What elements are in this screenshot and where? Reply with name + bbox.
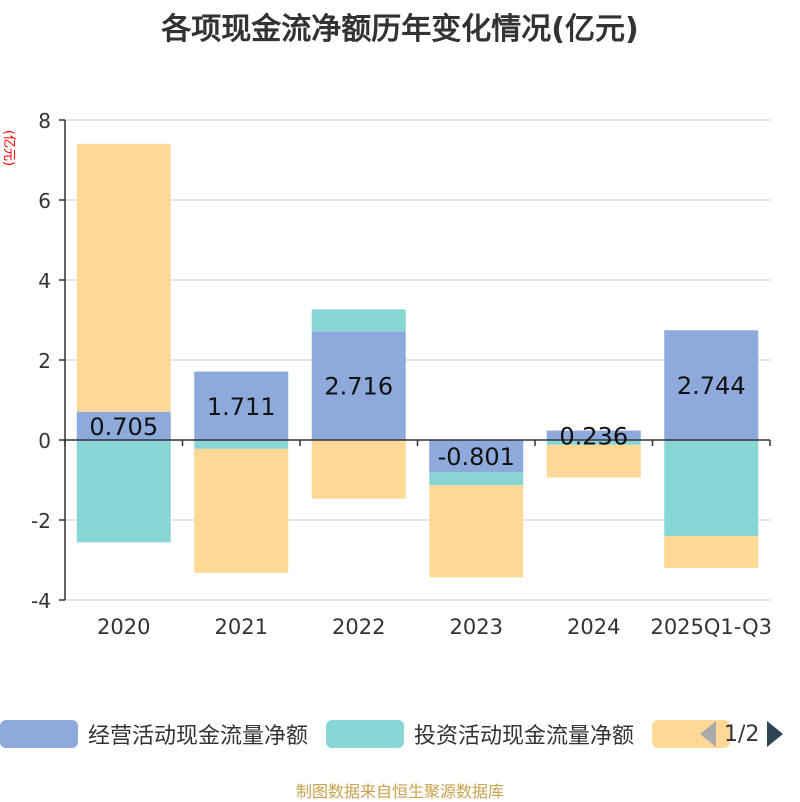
data-label: 0.705	[89, 413, 158, 441]
legend-item-3[interactable]	[652, 720, 740, 748]
legend-swatch	[652, 720, 731, 748]
bar-series-3-2022[interactable]	[311, 440, 406, 499]
y-tick-label: -2	[31, 509, 51, 533]
y-tick-label: 0	[38, 429, 51, 453]
legend-item-1[interactable]: 经营活动现金流量净额	[0, 718, 308, 750]
bar-series-2-2020[interactable]	[76, 440, 171, 543]
y-tick-label: 8	[38, 109, 51, 133]
x-tick-label: 2021	[215, 615, 268, 639]
data-label: 0.236	[559, 422, 628, 450]
legend-pager: 1/2	[700, 718, 784, 750]
bar-series-3-2025Q1-Q3[interactable]	[664, 536, 759, 568]
y-tick-label: 4	[38, 269, 51, 293]
bar-series-2-2024[interactable]	[546, 440, 641, 445]
bar-series-3-2021[interactable]	[194, 448, 289, 573]
y-tick-label: -4	[31, 589, 51, 613]
bar-series-2-2021[interactable]	[194, 440, 289, 449]
legend-label: 投资活动现金流量净额	[414, 724, 635, 749]
x-tick-label: 2022	[332, 615, 385, 639]
x-tick-label: 2023	[450, 615, 503, 639]
x-tick-label: 2025Q1-Q3	[650, 615, 772, 639]
chart-title: 各项现金流净额历年变化情况(亿元)	[161, 12, 639, 47]
legend: 经营活动现金流量净额 投资活动现金流量净额	[0, 718, 758, 750]
data-label: 1.711	[207, 393, 276, 421]
bar-series-3-2020[interactable]	[76, 143, 171, 412]
y-tick-label: 2	[38, 349, 51, 373]
next-page-icon[interactable]	[767, 721, 784, 747]
legend-label: 经营活动现金流量净额	[88, 724, 309, 749]
bar-series-2-2023[interactable]	[429, 472, 524, 486]
bar-series-1-2020[interactable]	[76, 411, 171, 440]
bar-series-1-2023[interactable]	[429, 440, 524, 473]
y-axis-label: (亿元)	[1, 130, 16, 166]
x-tick-label: 2024	[567, 615, 620, 639]
bar-series-2-2022[interactable]	[311, 309, 406, 332]
source-footer: 制图数据来自恒生聚源数据库	[295, 782, 504, 801]
bar-series-1-2024[interactable]	[546, 430, 641, 440]
prev-page-icon[interactable]	[700, 721, 716, 747]
bar-series-3-2023[interactable]	[429, 485, 524, 578]
legend-swatch	[326, 720, 405, 748]
x-tick-label: 2020	[97, 615, 150, 639]
cash-flow-chart: (亿元) -4 -2 0 2 4 6 8 2020 2021 2022 2023 2024 2025Q1…	[1, 109, 772, 639]
bar-series-1-2022[interactable]	[311, 331, 406, 440]
legend-item-2[interactable]: 投资活动现金流量净额	[326, 718, 634, 750]
data-label: 2.744	[677, 372, 746, 400]
bar-series-3-2024[interactable]	[546, 444, 641, 478]
legend-page-label: 1/2	[724, 721, 760, 747]
legend-swatch	[0, 720, 78, 748]
bar-series-1-2025Q1-Q3[interactable]	[664, 330, 759, 440]
bar-series-1-2021[interactable]	[194, 371, 289, 440]
data-label: 2.716	[324, 373, 393, 401]
y-tick-label: 6	[38, 189, 51, 213]
bar-series-2-2025Q1-Q3[interactable]	[664, 440, 759, 536]
data-label: -0.801	[438, 443, 515, 471]
